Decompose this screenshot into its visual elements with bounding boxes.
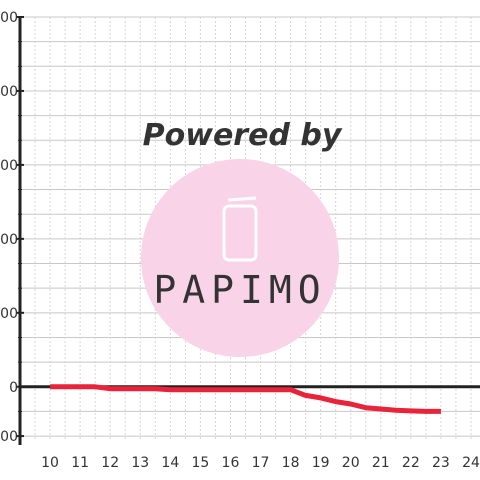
- series-line: [50, 384, 441, 414]
- y-tick-label: 30,000: [0, 306, 18, 322]
- y-tick-label: 90,000: [0, 158, 18, 174]
- y-tick-label: -20,000: [0, 429, 18, 445]
- x-tick-label: 24: [462, 455, 480, 471]
- x-tick-label: 17: [252, 455, 270, 471]
- x-tick-label: 13: [131, 455, 149, 471]
- watermark: Powered by PAPIMO: [141, 118, 343, 357]
- y-tick-label: 60,000: [0, 232, 18, 248]
- x-tick-label: 14: [161, 455, 179, 471]
- x-tick-label: 21: [372, 455, 390, 471]
- x-tick-label: 19: [312, 455, 330, 471]
- y-tick-label: 120,000: [0, 84, 18, 100]
- x-tick-label: 11: [71, 455, 89, 471]
- y-tick-label: 150,000: [0, 10, 18, 26]
- phone-icon: [222, 196, 258, 262]
- x-tick-label: 16: [222, 455, 240, 471]
- x-tick-label: 12: [101, 455, 119, 471]
- x-tick-label: 18: [282, 455, 300, 471]
- x-tick-label: 15: [191, 455, 209, 471]
- y-tick-label: 0: [9, 380, 18, 396]
- x-tick-label: 20: [342, 455, 360, 471]
- series: [50, 384, 441, 414]
- watermark-logo-text: PAPIMO: [153, 268, 326, 312]
- tick-labels: -20,000 0 30,000 60,000 90,000 120,000 150,000…: [0, 10, 480, 471]
- watermark-circle: [141, 159, 339, 357]
- watermark-title: Powered by: [143, 118, 343, 153]
- x-tick-label: 23: [432, 455, 450, 471]
- x-tick-label: 10: [41, 455, 59, 471]
- x-tick-label: 22: [402, 455, 420, 471]
